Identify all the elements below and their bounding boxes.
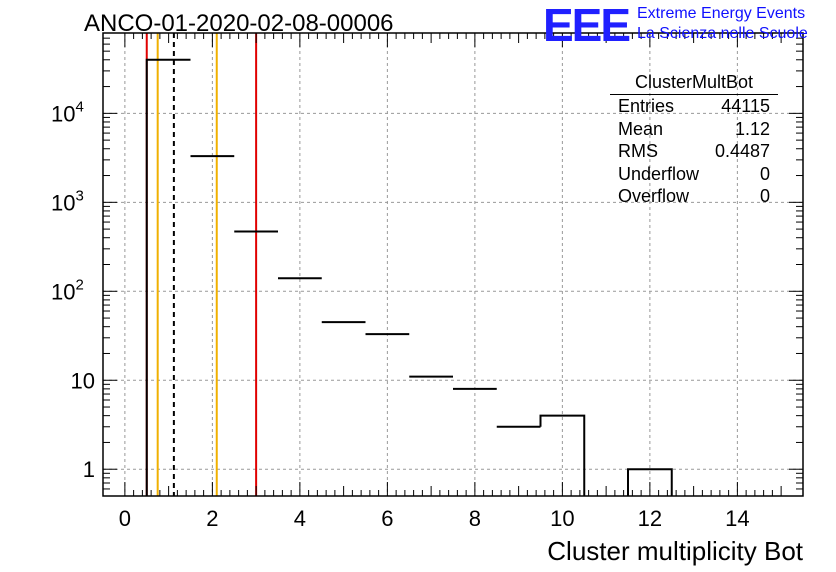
x-tick-label: 0 <box>119 506 131 531</box>
grid-lines <box>103 33 803 496</box>
x-tick-label: 10 <box>550 506 574 531</box>
tick-labels: 0 2 4 6 8 10 12 14 1 10 102 103 104 Cluster multiplic… <box>51 98 804 566</box>
stats-value: 44115 <box>721 96 770 116</box>
stats-label: Mean <box>618 118 664 139</box>
stats-row: Underflow 0 <box>610 163 778 186</box>
stats-value: 0 <box>759 186 770 206</box>
x-tick-label: 2 <box>206 506 218 531</box>
stats-label: Overflow <box>618 186 690 206</box>
x-tick-label: 12 <box>638 506 662 531</box>
stats-row: Overflow 0 <box>610 185 778 208</box>
histogram-bin <box>539 414 586 496</box>
x-tick-label: 8 <box>469 506 481 531</box>
axes <box>102 32 804 497</box>
chart-title: ANCO-01-2020-02-08-00006 <box>84 10 394 37</box>
y-tick-label: 10 <box>71 368 95 393</box>
eee-logo: EEE <box>543 0 631 51</box>
stats-label: Entries <box>618 96 675 116</box>
logo-line-2: La Scienza nelle Scuole <box>637 25 808 42</box>
stats-box: ClusterMultBot Entries 44115 Mean 1.12 RMS 0.… <box>610 70 778 208</box>
stats-label: Underflow <box>618 163 700 184</box>
stats-row: Entries 44115 <box>610 95 778 118</box>
histogram-bin <box>145 58 191 496</box>
stats-row: RMS 0.4487 <box>610 140 778 163</box>
stats-value: 0 <box>759 163 770 184</box>
stats-row: Mean 1.12 <box>610 118 778 141</box>
histogram-bin <box>627 468 673 496</box>
stats-label: RMS <box>618 141 658 161</box>
stats-title: ClusterMultBot <box>610 70 778 95</box>
x-tick-label: 6 <box>381 506 393 531</box>
x-tick-label: 4 <box>294 506 306 531</box>
y-tick-label: 103 <box>51 187 84 215</box>
logo-line-1: Extreme Energy Events <box>637 5 806 22</box>
x-axis-title: Cluster multiplicity Bot <box>547 536 804 566</box>
y-tick-label: 104 <box>51 98 84 126</box>
stats-rows: Entries 44115 Mean 1.12 RMS 0.4487 Underflow 0 O… <box>610 95 778 208</box>
x-tick-label: 14 <box>725 506 749 531</box>
stats-value: 0.4487 <box>714 141 770 161</box>
y-tick-label: 102 <box>51 276 84 304</box>
stats-value: 1.12 <box>734 118 770 139</box>
histogram-bars <box>145 58 673 496</box>
y-tick-label: 1 <box>83 457 95 482</box>
marker-lines <box>145 33 258 496</box>
